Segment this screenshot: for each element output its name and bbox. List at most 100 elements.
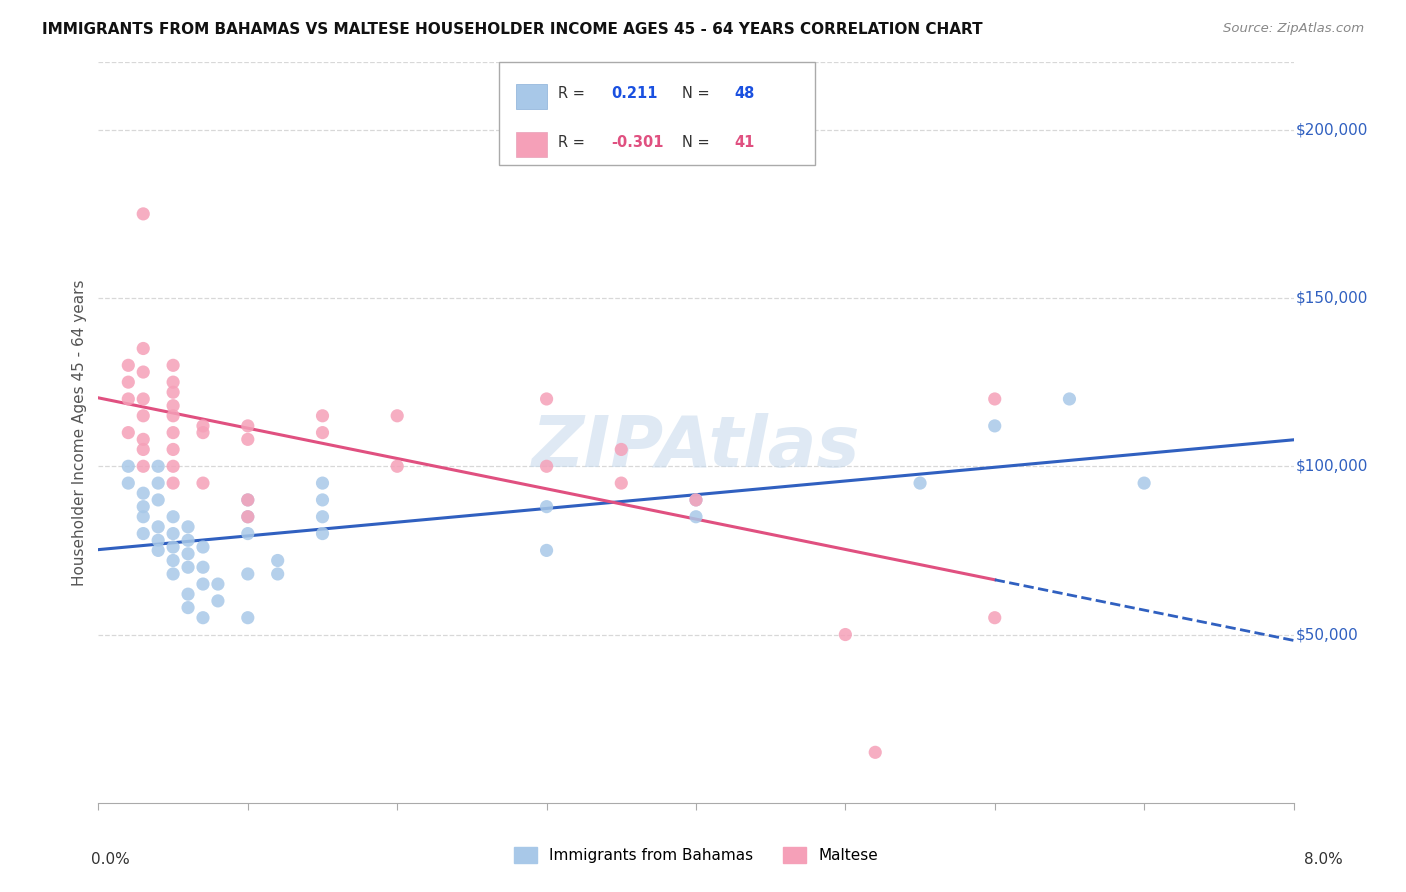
Point	[162, 526, 184, 541]
Point	[236, 509, 259, 524]
Point	[207, 594, 229, 608]
Point	[984, 392, 1007, 406]
Point	[132, 409, 155, 423]
Point	[207, 577, 229, 591]
Point	[177, 600, 200, 615]
Point	[162, 553, 184, 567]
Point	[311, 409, 333, 423]
Text: N =: N =	[682, 87, 714, 102]
Point	[685, 492, 707, 507]
Point	[191, 476, 214, 491]
Point	[536, 500, 558, 514]
Point	[311, 492, 333, 507]
Point	[132, 526, 155, 541]
Point	[834, 627, 856, 641]
Point	[132, 392, 155, 406]
Point	[311, 509, 333, 524]
Point	[908, 476, 931, 491]
Point	[162, 385, 184, 400]
Point	[191, 540, 214, 554]
Point	[117, 459, 139, 474]
Point	[117, 392, 139, 406]
Text: R =: R =	[558, 87, 589, 102]
Point	[536, 392, 558, 406]
Point	[162, 459, 184, 474]
Point	[162, 540, 184, 554]
Text: N =: N =	[682, 135, 714, 150]
Point	[162, 425, 184, 440]
Text: R =: R =	[558, 135, 589, 150]
Point	[132, 342, 155, 356]
Point	[1059, 392, 1081, 406]
Point	[236, 492, 259, 507]
Point	[610, 476, 633, 491]
Text: $150,000: $150,000	[1296, 291, 1368, 305]
Point	[177, 533, 200, 548]
Point	[984, 418, 1007, 433]
Point	[132, 509, 155, 524]
Point	[132, 500, 155, 514]
Text: 48: 48	[734, 87, 754, 102]
Point	[177, 520, 200, 534]
Point	[610, 442, 633, 457]
Point	[191, 577, 214, 591]
Point	[236, 610, 259, 624]
Point	[148, 476, 170, 491]
Text: 0.211: 0.211	[612, 87, 658, 102]
Point	[162, 359, 184, 373]
Point	[162, 442, 184, 457]
Point	[191, 610, 214, 624]
Point	[162, 399, 184, 413]
Point	[267, 553, 290, 567]
Text: $200,000: $200,000	[1296, 122, 1368, 137]
Point	[117, 425, 139, 440]
Point	[385, 409, 409, 423]
Point	[162, 476, 184, 491]
Point	[984, 610, 1007, 624]
Point	[236, 492, 259, 507]
Point	[177, 547, 200, 561]
Point	[536, 459, 558, 474]
Point	[191, 425, 214, 440]
Point	[132, 433, 155, 447]
Point	[162, 509, 184, 524]
Point	[311, 425, 333, 440]
Text: $100,000: $100,000	[1296, 458, 1368, 474]
Point	[117, 476, 139, 491]
Point	[236, 526, 259, 541]
Point	[132, 442, 155, 457]
Point	[267, 566, 290, 581]
Point	[117, 359, 139, 373]
Point	[385, 459, 409, 474]
Text: 0.0%: 0.0%	[91, 852, 131, 867]
Point	[132, 486, 155, 500]
Point	[865, 745, 887, 759]
Point	[132, 207, 155, 221]
Point	[162, 409, 184, 423]
Point	[236, 566, 259, 581]
Point	[177, 560, 200, 574]
Point	[117, 375, 139, 389]
Point	[132, 365, 155, 379]
Legend: Immigrants from Bahamas, Maltese: Immigrants from Bahamas, Maltese	[508, 841, 884, 869]
Y-axis label: Householder Income Ages 45 - 64 years: Householder Income Ages 45 - 64 years	[72, 279, 87, 586]
Point	[148, 533, 170, 548]
Point	[236, 509, 259, 524]
Point	[311, 476, 333, 491]
Text: Source: ZipAtlas.com: Source: ZipAtlas.com	[1223, 22, 1364, 36]
Point	[177, 587, 200, 601]
Point	[536, 543, 558, 558]
Text: IMMIGRANTS FROM BAHAMAS VS MALTESE HOUSEHOLDER INCOME AGES 45 - 64 YEARS CORRELA: IMMIGRANTS FROM BAHAMAS VS MALTESE HOUSE…	[42, 22, 983, 37]
Point	[148, 520, 170, 534]
Point	[1133, 476, 1156, 491]
Point	[162, 375, 184, 389]
Text: $50,000: $50,000	[1296, 627, 1358, 642]
Text: 8.0%: 8.0%	[1303, 852, 1343, 867]
Point	[162, 566, 184, 581]
Point	[148, 543, 170, 558]
Point	[311, 526, 333, 541]
Point	[148, 459, 170, 474]
Point	[148, 492, 170, 507]
Text: ZIPAtlas: ZIPAtlas	[531, 413, 860, 482]
Point	[191, 560, 214, 574]
